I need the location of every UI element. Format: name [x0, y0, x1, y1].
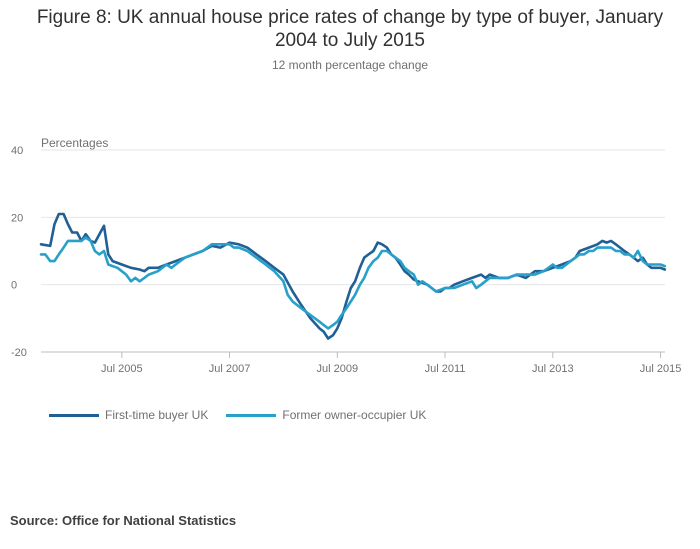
chart-title: Figure 8: UK annual house price rates of… — [36, 7, 664, 51]
legend-item-former-owner-occupier[interactable]: Former owner-occupier UK — [226, 408, 426, 422]
y-tick-label: 20 — [11, 212, 23, 224]
series-line-former-owner-occupier — [39, 236, 667, 330]
y-tick-label: 40 — [11, 145, 23, 157]
source-note: Source: Office for National Statistics — [10, 513, 237, 528]
legend-label-former-owner-occupier: Former owner-occupier UK — [282, 408, 427, 422]
legend-item-first-time-buyer[interactable]: First-time buyer UK — [49, 408, 208, 422]
y-axis-label: Percentages — [41, 136, 109, 150]
legend-swatch-former-owner-occupier — [226, 413, 277, 417]
x-tick-label: Jul 2015 — [640, 363, 682, 375]
legend-swatch-first-time-buyer — [49, 413, 99, 417]
x-tick-label: Jul 2007 — [209, 363, 251, 375]
series-line-first-time-buyer — [39, 212, 667, 340]
chart-subtitle: 12 month percentage change — [271, 58, 429, 72]
x-tick-label: Jul 2011 — [425, 363, 466, 375]
x-tick-label: Jul 2005 — [101, 363, 143, 375]
x-tick-label: Jul 2013 — [532, 363, 574, 375]
y-tick-label: -20 — [11, 347, 27, 359]
y-tick-label: 0 — [11, 280, 17, 292]
legend-label-first-time-buyer: First-time buyer UK — [105, 408, 209, 422]
legend: First-time buyer UK Former owner-occupie… — [49, 408, 426, 422]
x-tick-label: Jul 2009 — [316, 363, 358, 375]
